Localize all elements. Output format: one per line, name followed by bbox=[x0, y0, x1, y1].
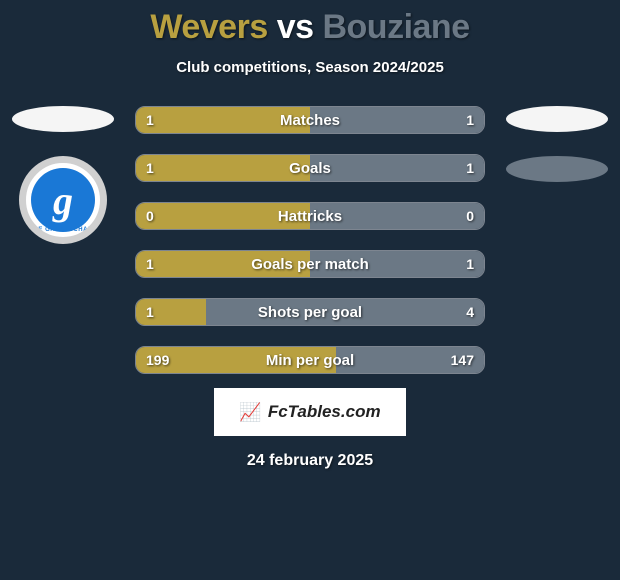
stat-bar: 11Matches bbox=[135, 106, 485, 134]
club-badge-initial: g bbox=[31, 168, 95, 232]
player2-club-badge bbox=[506, 156, 608, 182]
date-label: 24 february 2025 bbox=[0, 452, 620, 470]
bar-right-value: 1 bbox=[466, 155, 474, 181]
title: Wevers vs Bouziane bbox=[0, 8, 620, 47]
stat-bar: 11Goals per match bbox=[135, 250, 485, 278]
bar-right-fill bbox=[310, 107, 484, 133]
bar-left-value: 1 bbox=[146, 155, 154, 181]
vs-label: vs bbox=[277, 8, 314, 46]
bar-right-fill bbox=[206, 299, 484, 325]
subtitle: Club competitions, Season 2024/2025 bbox=[0, 59, 620, 76]
main-row: g DE GRAAFSCHAP 11Matches11Goals00Hattri… bbox=[0, 106, 620, 374]
player1-silhouette bbox=[12, 106, 114, 132]
source-text: FcTables.com bbox=[268, 402, 381, 422]
bar-left-fill bbox=[136, 107, 310, 133]
source-logo: 📈 FcTables.com bbox=[214, 388, 406, 436]
stat-bar: 199147Min per goal bbox=[135, 346, 485, 374]
stat-bar: 11Goals bbox=[135, 154, 485, 182]
bar-right-value: 4 bbox=[466, 299, 474, 325]
right-column bbox=[503, 106, 611, 182]
left-column: g DE GRAAFSCHAP bbox=[9, 106, 117, 244]
stat-bar: 00Hattricks bbox=[135, 202, 485, 230]
stats-bars: 11Matches11Goals00Hattricks11Goals per m… bbox=[135, 106, 485, 374]
bar-left-fill bbox=[136, 251, 310, 277]
bar-right-value: 147 bbox=[451, 347, 474, 373]
bar-right-value: 0 bbox=[466, 203, 474, 229]
bar-left-fill bbox=[136, 203, 310, 229]
player1-name: Wevers bbox=[150, 8, 267, 46]
bar-left-value: 1 bbox=[146, 299, 154, 325]
bar-right-fill bbox=[310, 251, 484, 277]
player2-silhouette bbox=[506, 106, 608, 132]
bar-left-value: 1 bbox=[146, 251, 154, 277]
club-badge-name: DE GRAAFSCHAP bbox=[26, 227, 100, 233]
comparison-card: Wevers vs Bouziane Club competitions, Se… bbox=[0, 0, 620, 478]
player1-club-badge: g DE GRAAFSCHAP bbox=[19, 156, 107, 244]
bar-left-value: 1 bbox=[146, 107, 154, 133]
bar-left-fill bbox=[136, 155, 310, 181]
bar-right-value: 1 bbox=[466, 251, 474, 277]
bar-left-value: 199 bbox=[146, 347, 169, 373]
bar-left-value: 0 bbox=[146, 203, 154, 229]
stat-bar: 14Shots per goal bbox=[135, 298, 485, 326]
bar-right-fill bbox=[310, 155, 484, 181]
bar-right-fill bbox=[310, 203, 484, 229]
player2-name: Bouziane bbox=[322, 8, 469, 46]
chart-icon: 📈 bbox=[239, 402, 261, 423]
bar-right-value: 1 bbox=[466, 107, 474, 133]
